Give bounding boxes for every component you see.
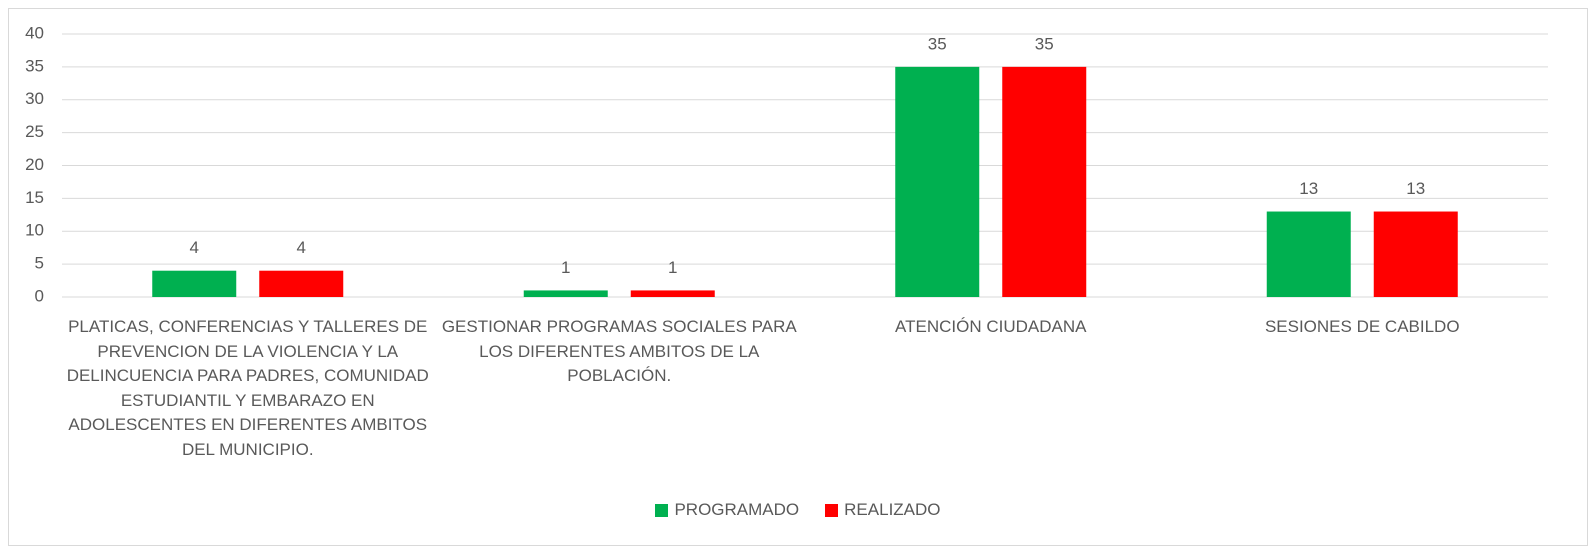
bar — [152, 270, 237, 297]
x-tick-label: GESTIONAR PROGRAMAS SOCIALES PARA LOS DI… — [441, 317, 797, 385]
bar — [523, 290, 608, 297]
data-label: 1 — [561, 258, 570, 277]
y-tick-label: 20 — [25, 155, 44, 174]
bar — [1002, 66, 1087, 297]
data-label: 4 — [297, 238, 306, 257]
data-label: 35 — [1035, 34, 1054, 53]
bar — [1373, 211, 1458, 297]
y-tick-label: 40 — [25, 23, 44, 42]
y-tick-label: 5 — [35, 254, 44, 273]
data-label: 13 — [1406, 179, 1425, 198]
y-tick-label: 30 — [25, 89, 44, 108]
x-tick-label: SESIONES DE CABILDO — [1264, 317, 1460, 336]
x-tick-label: PLATICAS, CONFERENCIAS Y TALLERES DE PRE… — [66, 317, 429, 459]
x-tick-label: ATENCIÓN CIUDADANA — [895, 317, 1087, 336]
y-tick-label: 15 — [25, 188, 44, 207]
data-label: 4 — [190, 238, 199, 257]
data-label: 1 — [668, 258, 677, 277]
legend-label: REALIZADO — [844, 500, 941, 519]
legend-swatch — [825, 503, 839, 517]
chart-border — [8, 8, 1588, 546]
y-tick-label: 35 — [25, 56, 44, 75]
y-tick-label: 10 — [25, 221, 44, 240]
legend-label: PROGRAMADO — [674, 500, 800, 519]
legend-item: REALIZADO — [825, 500, 941, 520]
bar — [259, 270, 344, 297]
bar — [895, 66, 980, 297]
y-tick-label: 25 — [25, 122, 44, 141]
data-label: 35 — [928, 34, 947, 53]
legend-swatch — [655, 503, 669, 517]
data-label: 13 — [1299, 179, 1318, 198]
legend-item: PROGRAMADO — [655, 500, 799, 520]
bar — [630, 290, 715, 297]
legend: PROGRAMADO REALIZADO — [0, 500, 1596, 520]
y-tick-label: 0 — [35, 286, 44, 305]
bar — [1266, 211, 1351, 297]
